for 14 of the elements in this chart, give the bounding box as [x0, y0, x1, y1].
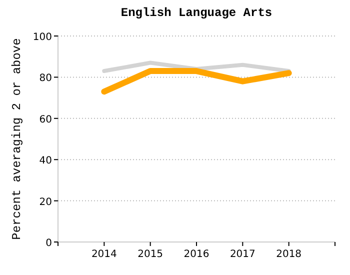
y-tick-label: 80: [39, 73, 52, 84]
x-tick-label: 2017: [230, 249, 256, 260]
x-tick-label: 2016: [184, 249, 210, 260]
y-tick-label: 40: [39, 156, 52, 167]
chart-title: English Language Arts: [120, 6, 272, 20]
y-tick-label: 0: [46, 238, 52, 249]
y-tick-label: 20: [39, 196, 52, 208]
x-tick-label: 2018: [276, 249, 302, 260]
y-tick-label: 60: [39, 114, 52, 126]
y-axis-title: Percent averaging 2 or above: [10, 38, 24, 240]
y-tick-label: 100: [32, 32, 52, 43]
x-tick-label: 2015: [138, 249, 164, 260]
x-tick-label: 2014: [91, 249, 117, 260]
line-series: [102, 60, 291, 74]
